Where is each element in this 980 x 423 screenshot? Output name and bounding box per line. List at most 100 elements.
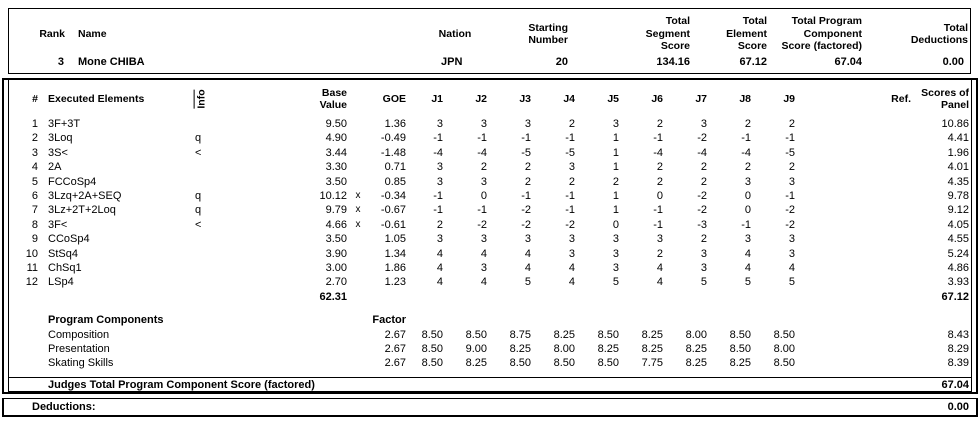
judge-score-j1: 4 xyxy=(436,247,443,260)
total-element-score-value: 67.12 xyxy=(739,56,767,68)
element-ref xyxy=(797,117,913,131)
component-score-j6: 7.75 xyxy=(641,357,663,370)
col-header-executed-elements: Executed Elements xyxy=(48,92,145,105)
element-base-value: 3.30 xyxy=(325,161,347,174)
col-header-j8: J8 xyxy=(739,92,751,105)
judge-score-j2: 0 xyxy=(480,189,487,202)
judge-score-j2: 4 xyxy=(480,276,487,289)
judge-score-j8: 2 xyxy=(744,161,751,174)
judge-score-j4: 2 xyxy=(568,118,575,130)
judge-score-j8: 5 xyxy=(744,276,751,289)
component-score-j3: 8.25 xyxy=(509,342,531,355)
component-score-j7: 8.25 xyxy=(685,342,707,355)
total-segment-score-value: 134.16 xyxy=(656,56,690,68)
element-row: 2 3Loq q 4.90 -0.49 -1 -1 -1 -1 1 -1 -2 … xyxy=(9,131,971,145)
judge-score-j8: -4 xyxy=(741,146,751,159)
element-name: 3Lz+2T+2Loq xyxy=(48,204,116,217)
judge-score-j5: 1 xyxy=(612,161,619,174)
judge-score-j9: 4 xyxy=(788,261,795,274)
element-panel-score: 3.93 xyxy=(947,276,969,289)
judge-score-j8: 3 xyxy=(744,175,751,188)
element-panel-score: 4.41 xyxy=(947,132,969,145)
judge-score-j5: 1 xyxy=(612,189,619,202)
element-info-flag xyxy=(187,160,215,174)
element-name: 3Lzq+2A+SEQ xyxy=(48,189,122,202)
component-score-j8: 8.50 xyxy=(729,342,751,355)
element-ref xyxy=(797,232,913,246)
judge-score-j9: 3 xyxy=(788,247,795,260)
element-credit-marker xyxy=(349,261,367,275)
judge-score-j7: 2 xyxy=(700,233,707,246)
element-row: 5 FCCoSp4 3.50 0.85 3 3 2 2 2 2 2 3 3 xyxy=(9,175,971,189)
judge-score-j1: 3 xyxy=(436,233,443,246)
element-ref xyxy=(797,160,913,174)
element-base-value: 4.90 xyxy=(325,132,347,145)
judge-score-j5: 2 xyxy=(612,175,619,188)
judge-score-j5: 3 xyxy=(612,233,619,246)
element-row: 11 ChSq1 3.00 1.86 4 3 4 4 3 4 3 4 4 xyxy=(9,261,971,275)
element-info-flag: q xyxy=(195,204,202,217)
component-factor: 2.67 xyxy=(384,357,406,370)
element-goe: -0.61 xyxy=(380,218,406,231)
element-base-value: 4.66 xyxy=(325,218,347,231)
component-panel-score: 8.39 xyxy=(947,357,969,370)
judge-score-j6: -1 xyxy=(653,218,663,231)
element-info-flag xyxy=(187,247,215,261)
element-row: 9 CCoSp4 3.50 1.05 3 3 3 3 3 3 2 3 3 xyxy=(9,232,971,246)
total-panel-score: 67.12 xyxy=(941,290,969,303)
judge-score-j1: 2 xyxy=(436,218,443,231)
judge-score-j5: 1 xyxy=(612,132,619,145)
element-number: 10 xyxy=(25,247,38,260)
element-panel-score: 1.96 xyxy=(947,146,969,159)
element-panel-score: 5.24 xyxy=(947,247,969,260)
program-components-header: Program Components Factor xyxy=(9,313,971,328)
element-row: 3 3S< < 3.44 -1.48 -4 -4 -5 -5 1 -4 -4 -… xyxy=(9,146,971,160)
element-credit-marker: x xyxy=(355,204,361,216)
element-ref xyxy=(797,203,913,217)
element-credit-marker xyxy=(349,117,367,131)
element-credit-marker xyxy=(349,160,367,174)
component-name: Presentation xyxy=(48,342,110,355)
col-header-info: Info xyxy=(187,80,215,117)
component-score-j9: 8.00 xyxy=(773,342,795,355)
element-goe: -0.34 xyxy=(380,189,406,202)
element-panel-score: 4.55 xyxy=(947,233,969,246)
element-goe: 1.05 xyxy=(384,233,406,246)
program-components-title: Program Components xyxy=(48,313,164,326)
judge-score-j9: 5 xyxy=(788,276,795,289)
component-panel-score: 8.29 xyxy=(947,342,969,355)
element-ref xyxy=(797,261,913,275)
col-header-j6: J6 xyxy=(651,92,663,105)
judge-score-j4: 3 xyxy=(568,161,575,174)
judge-score-j2: -2 xyxy=(477,218,487,231)
judge-score-j2: -1 xyxy=(477,132,487,145)
judge-score-j4: 3 xyxy=(568,247,575,260)
element-base-value: 2.70 xyxy=(325,276,347,289)
element-base-value: 3.50 xyxy=(325,175,347,188)
component-name: Skating Skills xyxy=(48,357,114,370)
element-base-value: 9.50 xyxy=(325,118,347,130)
judge-score-j8: 3 xyxy=(744,233,751,246)
component-score-j2: 9.00 xyxy=(465,342,487,355)
col-header-j3: J3 xyxy=(519,92,531,105)
element-goe: -1.48 xyxy=(380,146,406,159)
element-goe: 0.71 xyxy=(384,161,406,174)
element-name: CCoSp4 xyxy=(48,233,90,246)
judge-score-j9: -1 xyxy=(785,132,795,145)
elements-rows: 1 3F+3T 9.50 1.36 3 3 3 2 3 2 3 2 2 1 xyxy=(9,117,971,290)
total-pcs-value: 67.04 xyxy=(834,56,862,68)
judge-score-j7: 3 xyxy=(700,118,707,130)
col-header-number: # xyxy=(32,92,38,105)
judge-score-j2: 3 xyxy=(480,118,487,130)
element-goe: 1.34 xyxy=(384,247,406,260)
name-label: Name xyxy=(78,27,107,40)
component-score-j3: 8.75 xyxy=(509,328,531,341)
element-info-flag xyxy=(187,261,215,275)
element-goe: -0.49 xyxy=(380,132,406,145)
component-score-j1: 8.50 xyxy=(421,328,443,341)
judge-score-j1: 4 xyxy=(436,276,443,289)
judge-score-j9: 2 xyxy=(788,161,795,174)
element-number: 2 xyxy=(31,132,38,145)
judge-score-j7: 2 xyxy=(700,161,707,174)
element-ref xyxy=(797,189,913,203)
